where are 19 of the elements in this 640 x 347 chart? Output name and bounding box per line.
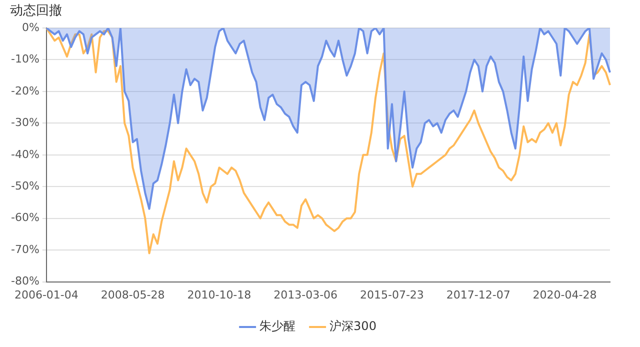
y-tick-label: -20% (10, 84, 40, 98)
x-tick-label: 2017-12-07 (446, 288, 510, 302)
x-tick-label: 2006-01-04 (14, 288, 78, 302)
x-tick-label: 2020-04-28 (532, 288, 597, 302)
legend-label: 沪深300 (330, 319, 376, 334)
y-tick-label: -80% (10, 274, 40, 288)
y-tick-label: -30% (10, 116, 40, 130)
y-tick-label: -70% (10, 242, 40, 256)
x-tick-label: 2008-05-28 (100, 288, 165, 302)
x-tick-label: 2010-10-18 (187, 288, 252, 302)
y-tick-label: 0% (22, 20, 40, 34)
x-tick-label: 2013-03-06 (274, 288, 338, 302)
x-tick-label: 2015-07-23 (360, 288, 424, 302)
y-tick-label: -50% (10, 179, 40, 192)
legend-label: 朱少醒 (260, 319, 296, 334)
y-tick-label: -40% (10, 148, 40, 161)
y-axis-title: 动态回撤 (10, 3, 62, 18)
y-tick-label: -10% (10, 52, 40, 66)
y-tick-label: -60% (10, 211, 40, 224)
